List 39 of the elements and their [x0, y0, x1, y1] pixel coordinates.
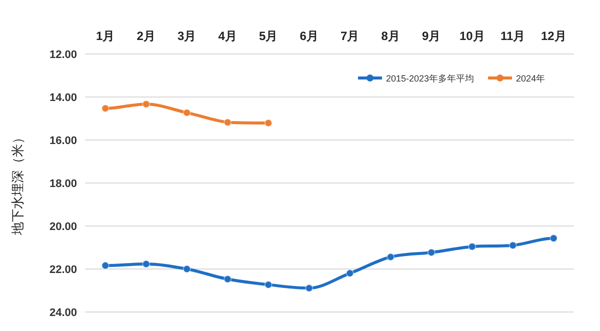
x-tick-label: 8月: [381, 29, 400, 43]
point: [142, 260, 150, 268]
y-tick-label: 14.00: [49, 92, 77, 104]
point: [386, 252, 395, 261]
point: [182, 108, 191, 117]
point: [182, 265, 191, 273]
x-tick-label: 6月: [300, 29, 318, 43]
point: [101, 104, 110, 112]
point: [264, 119, 272, 128]
y-tick-label: 24.00: [49, 307, 77, 319]
legend-label: 2015-2023年多年平均: [386, 74, 474, 84]
y-tick-label: 22.00: [49, 264, 77, 276]
point: [264, 280, 272, 289]
y-tick-label: 18.00: [49, 178, 77, 190]
point: [427, 248, 436, 256]
x-tick-label: 10月: [459, 29, 485, 43]
x-tick-label: 1月: [96, 29, 115, 43]
x-tick-label: 2月: [136, 29, 156, 43]
point: [101, 262, 110, 270]
point: [508, 241, 517, 250]
y-tick-label: 16.00: [49, 135, 77, 147]
x-tick-label: 9月: [422, 29, 441, 43]
legend-label: 2024年: [516, 74, 546, 84]
point: [224, 275, 232, 284]
point: [224, 118, 232, 126]
point: [305, 284, 314, 292]
point: [346, 269, 354, 278]
x-tick-label: 3月: [178, 29, 196, 43]
x-tick-label: 4月: [218, 29, 237, 43]
y-tick-label: 12.00: [49, 49, 77, 61]
y-axis-title: 地下水埋深（米）: [10, 131, 25, 236]
y-tick-label: 20.00: [49, 221, 77, 233]
x-tick-label: 7月: [340, 29, 360, 43]
point: [142, 100, 150, 108]
x-tick-label: 5月: [259, 29, 278, 43]
x-tick-label: 11月: [500, 29, 526, 43]
x-tick-label: 12月: [540, 29, 566, 43]
point: [550, 234, 558, 242]
point: [468, 242, 476, 251]
